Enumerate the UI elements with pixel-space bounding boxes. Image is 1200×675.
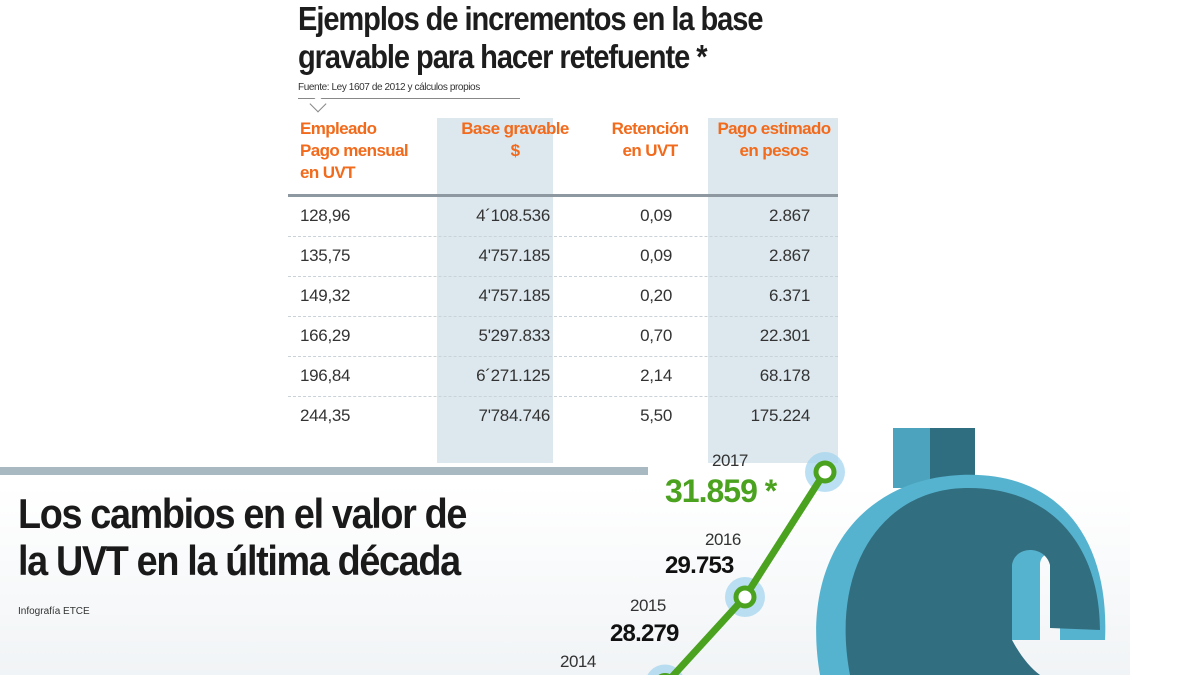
table-cell: 166,29 [300,326,351,345]
column-shade-pago [708,118,838,463]
table-cell: 2.867 [768,206,810,225]
row-divider [288,236,838,237]
row-divider [288,276,838,277]
section-title: Los cambios en el valor de la UVT en la ú… [18,490,467,584]
table-cell: 6.371 [768,286,810,305]
value-label-2015: 28.279 [610,620,679,647]
table-cell: 22.301 [759,326,811,345]
year-label-2014: 2014 [560,652,596,671]
table-cell: 135,75 [300,246,351,265]
header-empleado: Empleado Pago mensual en UVT [300,119,409,182]
table-cell: 0,09 [640,206,672,225]
table-cell: 0,09 [640,246,672,265]
table-cell: 2.867 [768,246,810,265]
header-retencion: Retención en UVT [611,119,689,160]
value-label-2017: 31.859 * [665,473,777,509]
value-label-2016: 29.753 [665,552,734,579]
year-label-2015: 2015 [630,596,666,615]
table-cell: 5,50 [640,406,672,425]
column-shade-base [437,118,553,463]
table-cell: 149,32 [300,286,351,305]
table-cell: 175.224 [750,406,811,425]
table-cell: 5'297.833 [478,326,551,345]
table-cell: 4´108.536 [476,206,550,225]
header-base: Base gravable $ [461,119,569,160]
header-pago: Pago estimado en pesos [717,119,831,160]
table-cell: 244,35 [300,406,351,425]
table-cell: 6´271.125 [476,366,550,385]
table-cell: 4'757.185 [478,286,551,305]
row-divider [288,356,838,357]
year-label-2016: 2016 [705,530,741,549]
table-cell: 68.178 [759,366,811,385]
table-title: Ejemplos de incrementos en la base gravab… [298,0,763,75]
table-cell: 0,70 [640,326,672,345]
table-cell: 7'784.746 [478,406,551,425]
table-cell: 128,96 [300,206,351,225]
source-divider [298,98,520,99]
table-cell: 4'757.185 [478,246,551,265]
data-point-2016 [733,585,757,609]
section-credit: Infografía ETCE [18,606,90,617]
data-point-2017 [813,460,837,484]
table-source: Fuente: Ley 1607 de 2012 y cálculos prop… [298,82,480,93]
header-divider [288,194,838,197]
table-cell: 196,84 [300,366,351,385]
table-cell: 0,20 [640,286,672,305]
table-cell: 2,14 [640,366,672,385]
row-divider [288,396,838,397]
row-divider [288,316,838,317]
year-label-2017: 2017 [712,451,748,470]
section-divider [0,467,648,475]
